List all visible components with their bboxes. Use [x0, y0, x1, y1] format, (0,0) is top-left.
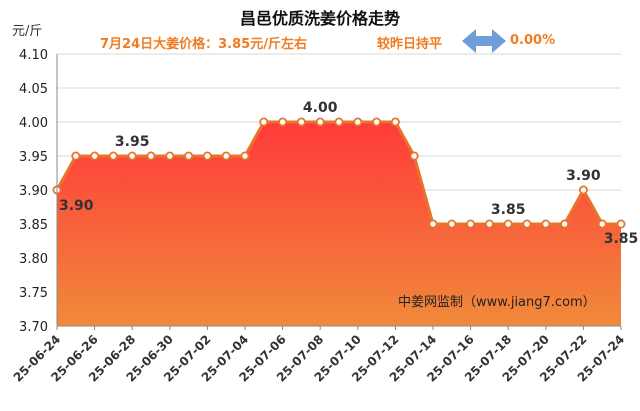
data-point — [108, 151, 118, 161]
y-axis-unit: 元/斤 — [12, 24, 43, 39]
y-tick-label: 4.00 — [19, 116, 48, 131]
data-point — [202, 151, 212, 161]
data-point — [127, 151, 137, 161]
data-point — [146, 151, 156, 161]
data-point — [240, 151, 250, 161]
data-point — [334, 117, 344, 127]
data-point — [541, 219, 551, 229]
trend-text: 较昨日持平 — [377, 37, 443, 52]
data-point — [296, 117, 306, 127]
data-point — [315, 117, 325, 127]
data-point — [90, 151, 100, 161]
data-label: 3.90 — [566, 168, 601, 184]
y-tick-label: 3.90 — [19, 184, 48, 199]
data-point — [466, 219, 476, 229]
y-tick-label: 4.10 — [19, 48, 48, 63]
double-arrow-icon — [462, 29, 506, 53]
data-point — [372, 117, 382, 127]
y-tick-label: 3.80 — [19, 252, 48, 267]
data-labels: 3.90 3.95 4.00 3.85 3.90 3.85 — [59, 100, 638, 247]
data-point — [578, 185, 588, 195]
price-summary: 7月24日大姜价格：3.85元/斤左右 — [100, 37, 307, 52]
y-tick-label: 3.85 — [19, 218, 48, 233]
data-point — [390, 117, 400, 127]
data-point — [447, 219, 457, 229]
data-point — [71, 151, 81, 161]
data-point — [184, 151, 194, 161]
watermark: 中姜网监制（www.jiang7.com） — [398, 295, 596, 310]
y-axis-ticks: 4.10 4.05 4.00 3.95 3.90 3.85 3.80 3.75 3.70 — [19, 48, 48, 335]
data-label: 3.85 — [491, 202, 526, 218]
data-point — [221, 151, 231, 161]
data-point — [353, 117, 363, 127]
change-percent: 0.00% — [510, 33, 556, 48]
data-point — [597, 219, 607, 229]
data-point — [409, 151, 419, 161]
chart-title: 昌邑优质洗姜价格走势 — [239, 9, 400, 28]
data-point — [278, 117, 288, 127]
data-label: 3.90 — [59, 198, 94, 214]
data-point — [484, 219, 494, 229]
y-tick-label: 3.70 — [19, 320, 48, 335]
y-tick-label: 3.95 — [19, 150, 48, 165]
data-label: 3.95 — [115, 134, 150, 150]
data-point — [259, 117, 269, 127]
data-point — [616, 219, 626, 229]
data-point — [428, 219, 438, 229]
y-tick-label: 4.05 — [19, 82, 48, 97]
data-point — [522, 219, 532, 229]
data-point — [503, 219, 513, 229]
data-points — [52, 117, 626, 229]
data-label: 4.00 — [303, 100, 338, 116]
price-area-fill — [57, 122, 621, 326]
data-label: 3.85 — [604, 231, 639, 247]
data-point — [165, 151, 175, 161]
data-point — [560, 219, 570, 229]
y-tick-label: 3.75 — [19, 286, 48, 301]
x-axis-ticks: 25-06-2425-06-2625-06-2825-06-3025-07-02… — [11, 326, 627, 385]
